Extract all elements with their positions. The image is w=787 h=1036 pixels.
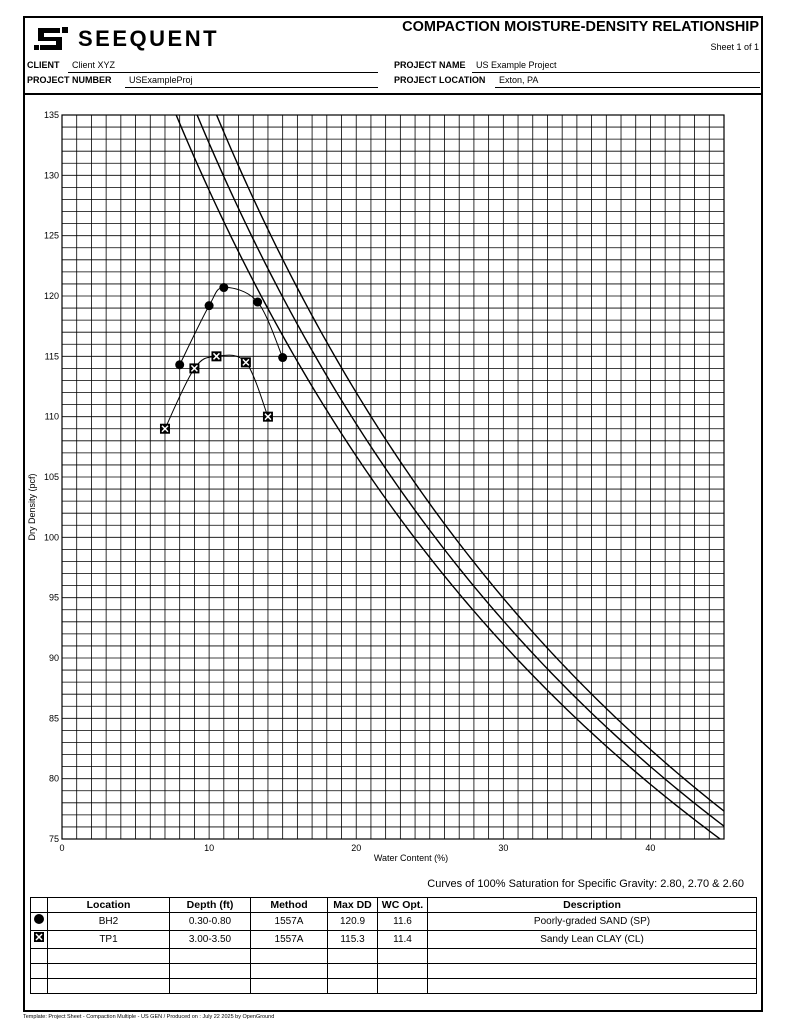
y-tick-label: 90	[49, 653, 59, 663]
report-title: COMPACTION MOISTURE-DENSITY RELATIONSHIP	[402, 19, 759, 35]
report-frame	[23, 16, 763, 1012]
project-location-underline	[495, 87, 760, 88]
data-point-circle	[219, 283, 229, 293]
empty-table-row	[30, 963, 757, 979]
company-logo: SEEQUENT	[34, 24, 217, 54]
plot-border	[61, 114, 725, 840]
data-point-boxed-x-cross	[161, 425, 169, 433]
method-cell: 1557A	[250, 930, 328, 949]
y-tick-label: 85	[49, 713, 59, 723]
boxed-x-symbol-icon	[30, 930, 48, 949]
y-tick-label: 100	[44, 532, 59, 542]
sheet-number: Sheet 1 of 1	[710, 42, 759, 52]
description-cell: Poorly-graded SAND (SP)	[427, 912, 757, 931]
x-tick-label: 30	[498, 843, 508, 853]
depth-cell: 0.30-0.80	[169, 912, 251, 931]
y-tick-label: 75	[49, 834, 59, 844]
max-dd-cell: 115.3	[327, 930, 378, 949]
y-tick-label: 125	[44, 231, 59, 241]
y-axis-label: Dry Density (pcf)	[27, 473, 37, 540]
empty-table-row	[30, 978, 757, 994]
project-name-underline	[472, 72, 760, 73]
wc-opt-cell: 11.6	[377, 912, 428, 931]
data-point-circle	[253, 297, 263, 307]
y-tick-label: 95	[49, 593, 59, 603]
project-name-value: US Example Project	[476, 60, 557, 70]
project-location-value: Exton, PA	[499, 75, 539, 85]
depth-cell: 3.00-3.50	[169, 930, 251, 949]
saturation-caption: Curves of 100% Saturation for Specific G…	[427, 878, 744, 890]
y-tick-label: 105	[44, 472, 59, 482]
method-header: Method	[250, 897, 328, 913]
saturation-curve	[196, 115, 724, 827]
y-tick-label: 80	[49, 774, 59, 784]
data-point-circle	[278, 353, 288, 363]
data-point-circle	[175, 360, 185, 370]
x-tick-label: 10	[204, 843, 214, 853]
description-header: Description	[427, 897, 757, 913]
compaction-curve	[179, 287, 284, 366]
max-dd-header: Max DD	[327, 897, 378, 913]
data-point-circle	[204, 301, 214, 311]
symbol-header	[30, 897, 48, 913]
table-row: BH2 0.30-0.80 1557A 120.9 11.6 Poorly-gr…	[30, 912, 757, 931]
depth-header: Depth (ft)	[169, 897, 251, 913]
table-header-row: Location Depth (ft) Method Max DD WC Opt…	[30, 897, 757, 913]
client-underline	[68, 72, 378, 73]
y-tick-label: 130	[44, 170, 59, 180]
data-point-boxed-x-cross	[264, 413, 272, 421]
method-cell: 1557A	[250, 912, 328, 931]
circle-symbol-icon	[30, 912, 48, 931]
project-name-label: PROJECT NAME	[394, 60, 466, 70]
saturation-curve	[175, 115, 722, 839]
wc-opt-cell: 11.4	[377, 930, 428, 949]
y-tick-label: 120	[44, 291, 59, 301]
y-tick-label: 110	[45, 412, 59, 422]
project-location-label: PROJECT LOCATION	[394, 75, 486, 85]
compaction-chart: 0 10 20 30 40 75 80 85 90 95 100 105 110 115 120 125 130…	[27, 110, 725, 863]
client-label: CLIENT	[27, 60, 60, 70]
y-tick-label: 115	[45, 351, 59, 361]
project-number-underline	[125, 87, 378, 88]
location-cell: TP1	[47, 930, 170, 949]
seequent-logo-icon	[34, 27, 68, 50]
y-tick-label: 135	[44, 110, 59, 120]
description-cell: Sandy Lean CLAY (CL)	[427, 930, 757, 949]
x-tick-label: 0	[59, 843, 64, 853]
data-point-boxed-x-cross	[190, 364, 198, 372]
x-tick-label: 40	[645, 843, 655, 853]
project-number-value: USExampleProj	[129, 75, 193, 85]
x-tick-label: 20	[351, 843, 361, 853]
template-footer: Template: Project Sheet - Compaction Mul…	[23, 1014, 275, 1020]
x-axis-label: Water Content (%)	[374, 853, 448, 863]
max-dd-cell: 120.9	[327, 912, 378, 931]
empty-table-row	[30, 948, 757, 964]
data-point-boxed-x-cross	[212, 352, 220, 360]
project-number-label: PROJECT NUMBER	[27, 75, 112, 85]
location-header: Location	[47, 897, 170, 913]
table-row: TP1 3.00-3.50 1557A 115.3 11.4 Sandy Lea…	[30, 930, 757, 949]
saturation-curve	[215, 115, 724, 812]
client-value: Client XYZ	[72, 60, 116, 70]
logo-text: SEEQUENT	[78, 26, 220, 51]
data-point-boxed-x-cross	[242, 358, 250, 366]
location-cell: BH2	[47, 912, 170, 931]
results-table: Location Depth (ft) Method Max DD WC Opt…	[30, 897, 757, 994]
header-divider	[23, 93, 763, 95]
wc-opt-header: WC Opt.	[377, 897, 428, 913]
